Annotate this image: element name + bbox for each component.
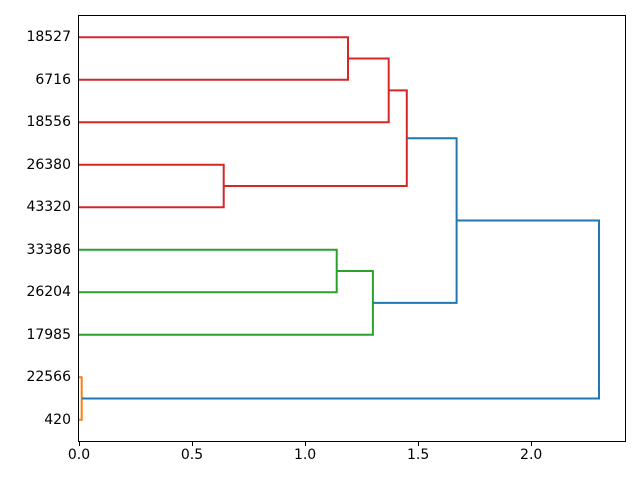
x-axis-tick-0.0 bbox=[79, 442, 80, 446]
leaf-label-6716: 6716 bbox=[35, 71, 71, 88]
x-axis-tick-label-1.0: 1.0 bbox=[293, 447, 317, 463]
leaf-label-26204: 26204 bbox=[26, 284, 71, 301]
leaf-label-420: 420 bbox=[44, 411, 71, 428]
x-axis-tick-2.0 bbox=[531, 442, 533, 446]
dendrogram-link-L3 bbox=[79, 163, 225, 209]
x-axis-tick-1.5 bbox=[418, 442, 420, 446]
leaf-label-26380: 26380 bbox=[26, 156, 71, 173]
leaf-label-22566: 22566 bbox=[26, 369, 71, 386]
x-axis-tick-label-2.0: 2.0 bbox=[520, 447, 543, 463]
leaf-label-33386: 33386 bbox=[26, 241, 71, 258]
dendrogram-link-L6 bbox=[79, 270, 374, 336]
dendrogram-link-L5 bbox=[79, 248, 338, 294]
dendrogram-link-L9 bbox=[81, 219, 600, 400]
x-axis-tick-1.0 bbox=[305, 442, 307, 446]
leaf-label-43320: 43320 bbox=[26, 199, 71, 216]
plot-area bbox=[78, 15, 626, 442]
dendrogram-links bbox=[79, 36, 600, 421]
leaf-label-17985: 17985 bbox=[26, 326, 71, 343]
leaf-label-18556: 18556 bbox=[26, 114, 71, 131]
x-axis-tick-label-0.5: 0.5 bbox=[180, 447, 204, 463]
dendrogram-link-L1 bbox=[79, 36, 349, 81]
x-axis-tick-label-0.0: 0.0 bbox=[67, 447, 91, 463]
leaf-label-18527: 18527 bbox=[26, 29, 71, 46]
dendrogram-link-L2 bbox=[79, 57, 390, 124]
dendrogram-link-L8 bbox=[372, 137, 458, 304]
x-axis-tick-0.5 bbox=[192, 442, 194, 446]
dendrogram-link-L4 bbox=[223, 89, 408, 187]
dendrogram-link-L7 bbox=[79, 376, 83, 421]
x-axis-tick-label-1.5: 1.5 bbox=[406, 447, 430, 463]
